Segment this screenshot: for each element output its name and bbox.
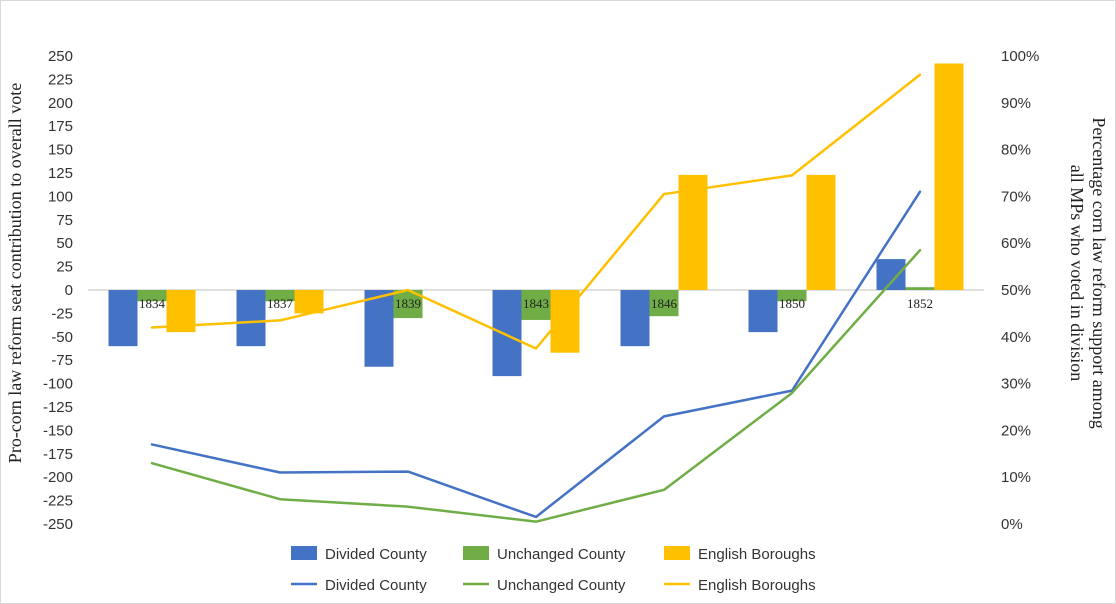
right-tick-label: 60%	[1001, 235, 1031, 252]
line-series-group	[150, 73, 922, 523]
line-divided-county	[150, 190, 922, 519]
bar-english-boroughs	[934, 63, 964, 290]
category-label: 1843	[523, 296, 549, 311]
bar-divided-county	[236, 290, 266, 347]
right-tick-label: 10%	[1001, 469, 1031, 486]
left-tick-label: -250	[43, 516, 73, 533]
left-tick-label: 100	[48, 188, 73, 205]
legend-bar-swatch	[664, 546, 690, 560]
bar-series-group	[108, 63, 964, 377]
left-axis-title: Pro-corn law reform seat contribution to…	[5, 83, 25, 463]
bar-english-boroughs	[294, 290, 324, 314]
line-unchanged-county	[150, 248, 922, 523]
right-axis-title-line1: Percentage corn law reform support among	[1089, 117, 1109, 428]
right-axis-ticks: 100% 90% 80% 70% 60% 50% 40% 30% 20% 10% 0%	[1001, 48, 1039, 533]
category-label: 1852	[907, 296, 933, 311]
right-tick-label: 40%	[1001, 329, 1031, 346]
right-tick-label: 100%	[1001, 48, 1039, 65]
left-tick-label: -225	[43, 493, 73, 510]
bar-divided-county	[620, 290, 650, 347]
bar-divided-county	[876, 259, 906, 290]
right-tick-label: 20%	[1001, 422, 1031, 439]
right-axis-title-line2: all MPs who voted in division	[1067, 165, 1087, 382]
bar-divided-county	[364, 290, 394, 367]
right-tick-label: 30%	[1001, 376, 1031, 393]
legend-bar-swatch	[291, 546, 317, 560]
left-tick-label: 150	[48, 142, 73, 159]
bar-english-boroughs	[806, 174, 836, 290]
left-tick-label: -175	[43, 446, 73, 463]
category-label: 1837	[267, 296, 294, 311]
legend-line-label: English Boroughs	[698, 577, 816, 594]
legend-line-label: Unchanged County	[497, 577, 626, 594]
left-tick-label: -125	[43, 399, 73, 416]
left-axis-ticks: 2502252001751501251007550250-25-50-75-10…	[43, 48, 73, 533]
bar-english-boroughs	[678, 174, 708, 290]
bar-unchanged-county	[137, 290, 167, 302]
category-label: 1834	[139, 296, 166, 311]
bar-divided-county	[108, 290, 138, 347]
left-tick-label: 50	[56, 235, 73, 252]
legend-bar-label: Divided County	[325, 546, 427, 563]
left-tick-label: 200	[48, 95, 73, 112]
left-tick-label: -75	[51, 352, 73, 369]
right-tick-label: 0%	[1001, 516, 1023, 533]
line-english-boroughs	[150, 73, 922, 350]
right-tick-label: 50%	[1001, 282, 1031, 299]
legend-line-label: Divided County	[325, 577, 427, 594]
legend: Divided County Unchanged County English Bo…	[291, 546, 816, 594]
left-tick-label: -100	[43, 376, 73, 393]
right-tick-label: 80%	[1001, 142, 1031, 159]
left-tick-label: 125	[48, 165, 73, 182]
legend-bar-swatch	[463, 546, 489, 560]
right-tick-label: 70%	[1001, 188, 1031, 205]
left-tick-label: -150	[43, 422, 73, 439]
bar-unchanged-county	[649, 290, 679, 317]
category-label: 1846	[651, 296, 678, 311]
bar-unchanged-county	[905, 287, 935, 290]
right-tick-label: 90%	[1001, 95, 1031, 112]
left-tick-label: 175	[48, 118, 73, 135]
left-tick-label: 250	[48, 48, 73, 65]
bar-divided-county	[492, 290, 522, 377]
bar-unchanged-county	[265, 290, 295, 302]
left-tick-label: -25	[51, 305, 73, 322]
category-label: 1839	[395, 296, 421, 311]
left-tick-label: 75	[56, 212, 73, 229]
category-labels: 1834 1837 1839 1843 1846 1850 1852	[139, 296, 933, 311]
bar-unchanged-county	[521, 290, 551, 320]
category-label: 1850	[779, 296, 805, 311]
left-tick-label: -200	[43, 469, 73, 486]
left-tick-label: 25	[56, 259, 73, 276]
left-tick-label: 225	[48, 71, 73, 88]
left-tick-label: -50	[51, 329, 73, 346]
left-tick-label: 0	[65, 282, 73, 299]
bar-unchanged-county	[777, 290, 807, 302]
legend-bar-label: Unchanged County	[497, 546, 626, 563]
bar-divided-county	[748, 290, 778, 333]
legend-bar-label: English Boroughs	[698, 546, 816, 563]
